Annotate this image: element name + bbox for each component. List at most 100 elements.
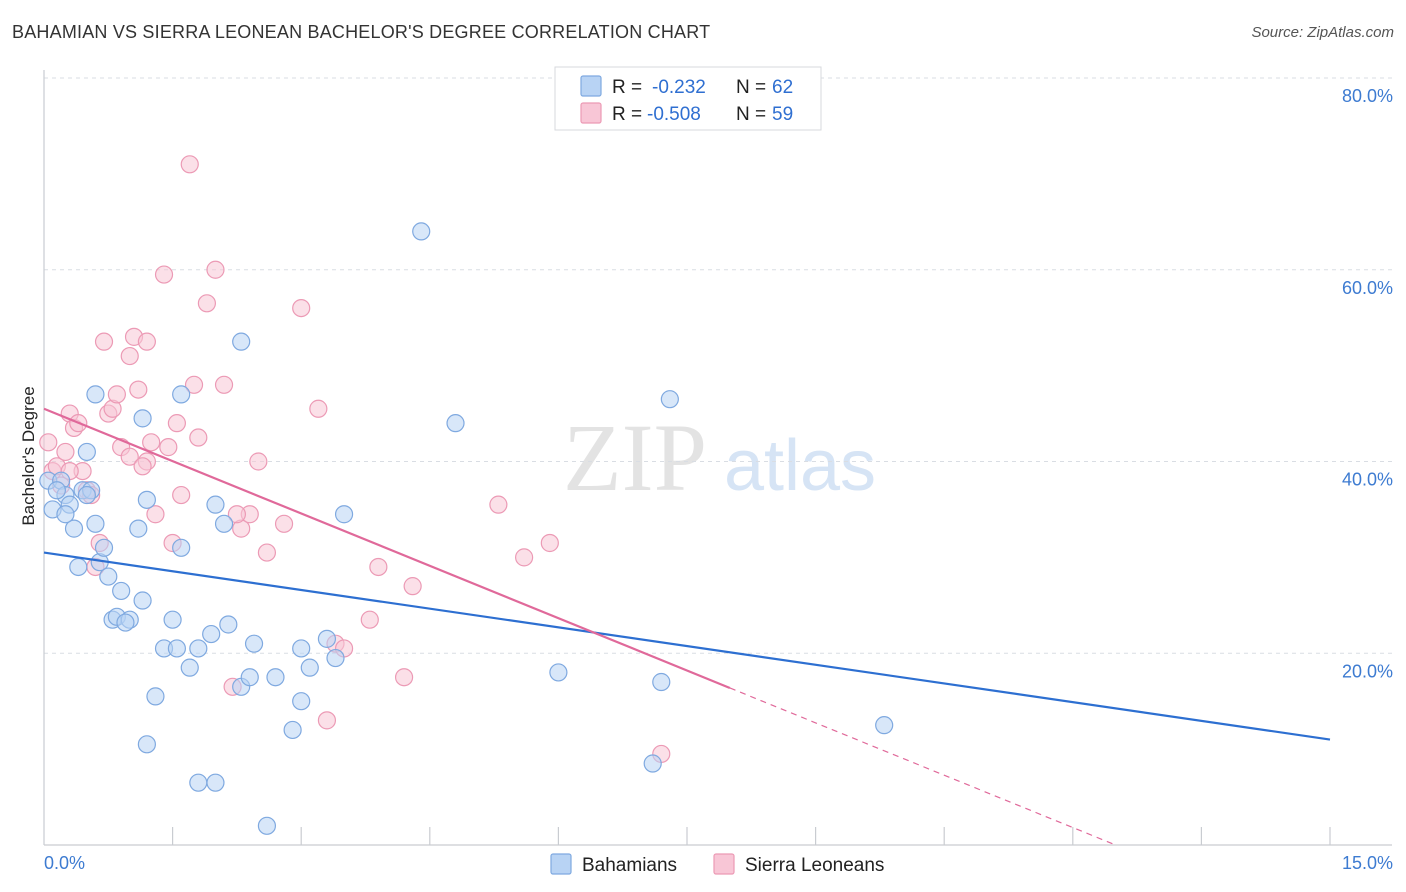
point-bahamians-35 — [266, 668, 285, 687]
stats-r-label-bahamians: R = — [612, 77, 642, 98]
point-bahamians-50 — [206, 773, 225, 792]
point-bahamians-16 — [112, 581, 131, 601]
point-sierra-leoneans-49 — [403, 577, 422, 596]
point-bahamians-61 — [292, 639, 311, 658]
trend-line-sierra-leoneans — [43, 407, 731, 689]
stats-n-label-bahamians: N = — [736, 77, 766, 98]
legend-swatch-sierra-leoneans — [713, 853, 735, 875]
point-bahamians-60 — [219, 615, 238, 634]
point-sierra-leoneans-47 — [369, 557, 388, 577]
y-tick-label-40: 40.0% — [1342, 470, 1393, 490]
point-sierra-leoneans-55 — [120, 447, 139, 466]
watermark-zip: ZIP — [563, 404, 707, 511]
point-sierra-leoneans-24 — [146, 505, 165, 524]
point-sierra-leoneans-33 — [206, 260, 225, 279]
x-ticks — [172, 827, 1331, 845]
point-bahamians-59 — [167, 639, 186, 658]
stats-swatch-bahamians — [580, 75, 602, 97]
point-sierra-leoneans-46 — [360, 610, 379, 629]
point-sierra-leoneans-0 — [39, 433, 58, 452]
legend-label-bahamians: Bahamians — [582, 855, 677, 876]
point-sierra-leoneans-48 — [394, 668, 414, 687]
point-bahamians-57 — [77, 485, 96, 505]
point-bahamians-45 — [652, 672, 671, 692]
legend-swatch-bahamians — [550, 853, 572, 875]
point-sierra-leoneans-28 — [172, 485, 191, 505]
point-bahamians-53 — [86, 385, 105, 404]
series-sierra-leoneans — [39, 155, 671, 764]
y-tick-label-80: 80.0% — [1342, 86, 1393, 106]
point-bahamians-55 — [116, 613, 135, 632]
point-bahamians-52 — [643, 754, 662, 773]
point-bahamians-51 — [257, 816, 277, 835]
stats-n-label-sierra-leoneans: N = — [736, 104, 766, 125]
point-bahamians-36 — [283, 720, 302, 740]
stats-swatch-sierra-leoneans — [580, 102, 602, 124]
stats-n-value-bahamians: 62 — [772, 77, 793, 98]
point-bahamians-56 — [47, 481, 66, 500]
point-sierra-leoneans-29 — [180, 155, 199, 174]
point-bahamians-48 — [137, 735, 156, 754]
point-sierra-leoneans-18 — [120, 346, 139, 366]
watermark-atlas: atlas — [724, 426, 876, 506]
point-sierra-leoneans-50 — [489, 495, 508, 514]
point-sierra-leoneans-31 — [189, 428, 208, 447]
point-bahamians-12 — [94, 538, 114, 557]
point-sierra-leoneans-54 — [159, 438, 178, 457]
chart-title: BAHAMIAN VS SIERRA LEONEAN BACHELOR'S DE… — [12, 22, 711, 42]
point-sierra-leoneans-38 — [249, 452, 268, 471]
series-bahamians — [39, 222, 894, 835]
stats-r-value-bahamians: -0.232 — [652, 77, 706, 98]
point-sierra-leoneans-32 — [197, 294, 216, 313]
point-bahamians-42 — [412, 222, 431, 241]
point-sierra-leoneans-4 — [56, 442, 75, 462]
point-sierra-leoneans-34 — [214, 375, 234, 394]
y-tick-label-20: 20.0% — [1342, 661, 1393, 681]
point-bahamians-18 — [129, 519, 148, 538]
stats-n-value-sierra-leoneans: 59 — [772, 104, 793, 125]
point-bahamians-10 — [86, 514, 105, 533]
point-sierra-leoneans-13 — [94, 332, 114, 351]
stats-legend: R = -0.232 N = 62 R = -0.508 N = 59 — [554, 66, 822, 131]
stats-r-label-sierra-leoneans: R = — [612, 104, 642, 125]
point-sierra-leoneans-30 — [184, 375, 204, 394]
point-sierra-leoneans-43 — [317, 711, 337, 730]
point-bahamians-6 — [69, 557, 88, 577]
point-bahamians-43 — [446, 414, 465, 433]
x-tick-label-max: 15.0% — [1342, 853, 1393, 873]
point-bahamians-25 — [172, 538, 191, 557]
point-bahamians-34 — [244, 634, 264, 653]
series-legend: Bahamians Sierra Leoneans — [550, 853, 884, 876]
chart-source: Source: ZipAtlas.com — [1251, 24, 1394, 41]
point-sierra-leoneans-51 — [515, 548, 534, 567]
point-bahamians-49 — [189, 773, 208, 792]
point-bahamians-39 — [317, 629, 337, 648]
x-tick-label-min: 0.0% — [44, 853, 85, 873]
point-bahamians-21 — [133, 409, 152, 428]
point-sierra-leoneans-41 — [292, 299, 311, 318]
point-bahamians-44 — [549, 663, 568, 682]
trend-line-bahamians — [43, 551, 1331, 741]
point-bahamians-13 — [99, 567, 118, 586]
point-bahamians-47 — [875, 716, 894, 735]
point-sierra-leoneans-52 — [540, 533, 559, 553]
point-bahamians-32 — [232, 332, 251, 351]
point-bahamians-24 — [163, 610, 182, 629]
trend-line-dashed-sierra-leoneans — [729, 687, 1116, 846]
point-sierra-leoneans-23 — [142, 433, 161, 452]
point-bahamians-29 — [206, 495, 225, 514]
point-bahamians-54 — [172, 385, 191, 404]
point-bahamians-41 — [334, 505, 354, 524]
point-bahamians-58 — [56, 505, 75, 524]
point-sierra-leoneans-21 — [137, 332, 156, 351]
point-bahamians-20 — [137, 490, 156, 509]
point-sierra-leoneans-20 — [129, 380, 148, 399]
point-bahamians-19 — [133, 591, 152, 610]
point-sierra-leoneans-25 — [154, 265, 174, 284]
point-bahamians-28 — [202, 624, 221, 644]
point-bahamians-5 — [64, 519, 84, 538]
point-bahamians-26 — [180, 658, 199, 677]
point-bahamians-40 — [326, 648, 345, 668]
trend-lines — [43, 407, 1331, 846]
